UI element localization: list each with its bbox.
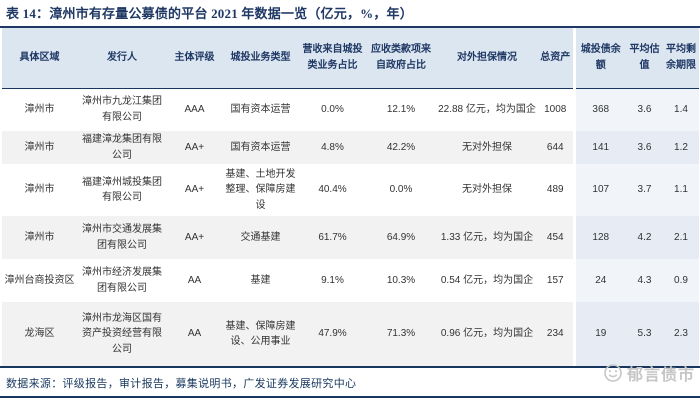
table-row: 龙海区 漳州市龙海区国有资产投资经营有限公司 AA 基建、保障房建设、公用事业 47.9… [2, 302, 699, 366]
table-cell: 1.1 [663, 164, 699, 216]
table-cell: 1.4 [663, 88, 699, 131]
table-cell: 644 [546, 141, 564, 153]
table-cell: AA [187, 328, 202, 340]
table-cell: 12.1% [386, 104, 416, 115]
table-header-row: 具体区域 发行人 主体评级 城投业务类型 营收来自城投类业务占比 应收类款项来自政府占比对… [2, 28, 699, 89]
column-header: 发行人 [77, 28, 167, 89]
table-cell: 489 [546, 184, 564, 196]
table-cell: AA [187, 274, 202, 286]
table-cell: 漳州市 [24, 231, 55, 243]
table-cell: 国有资本运营 [230, 141, 291, 153]
table-cell: 107 [572, 164, 626, 216]
table-cell: 福建漳州城投集团有限公司 [82, 176, 162, 204]
table-row: 漳州市 漳州市九龙江集团有限公司 AAA 国有资本运营 0.0% 12.1% 22.88 亿… [2, 88, 699, 131]
table-row: 漳州市 漳州市交通发展集团有限公司 AA+ 交通基建 61.7% 64.9% 1.33 亿元… [2, 216, 699, 259]
table-cell: 47.9% [318, 328, 347, 340]
table-cell: 22.88 亿元，均为国企 [438, 104, 536, 115]
table-cell: 漳州市 [24, 104, 55, 115]
column-header: 城投债余额 [572, 28, 626, 89]
table-cell: 40.4% [318, 184, 347, 196]
table-cell: 龙海区 [24, 328, 55, 340]
table-cell: 漳州市 [24, 141, 55, 153]
smiley-face-icon [603, 363, 623, 383]
table-body: 漳州市 漳州市九龙江集团有限公司 AAA 国有资本运营 0.0% 12.1% 22.88 亿… [2, 88, 699, 366]
table-cell: AA+ [184, 231, 205, 243]
watermark-label: 郁言债市 [626, 367, 695, 384]
table-cell: 0.96 亿元，均为国企 [440, 328, 534, 340]
table-cell: 3.6 [626, 131, 663, 164]
table-cell: 368 [572, 88, 626, 131]
table-cell: 3.6 [626, 88, 663, 131]
table-cell: 2.1 [663, 216, 699, 259]
watermark: 郁言债市 [603, 361, 695, 385]
table-bottom-rule [0, 366, 700, 368]
table-cell: 0.54 亿元，均为国企 [440, 274, 534, 286]
table-cell: 42.2% [386, 141, 416, 153]
table-cell: AA+ [184, 141, 205, 153]
table-cell: 4.2 [626, 216, 663, 259]
table-cell: 交通基建 [240, 231, 281, 243]
column-header: 对外担保情况 [436, 28, 538, 89]
table-cell: 无对外担保 [462, 141, 512, 153]
table-cell: 157 [546, 274, 564, 286]
table-cell: 福建漳龙集团有限公司 [82, 134, 162, 161]
table-cell: 漳州台商投资区 [4, 274, 75, 286]
table-cell: 漳州市 [24, 184, 55, 196]
table-cell: 漳州市九龙江集团有限公司 [82, 96, 162, 123]
table-cell: 1.33 亿元，均为国企 [440, 231, 534, 243]
title-rule [0, 26, 700, 28]
table-cell: AA+ [184, 184, 205, 196]
table-cell: 漳州市经济发展集团有限公司 [82, 267, 162, 294]
table-cell: 5.3 [626, 302, 663, 366]
table-cell: 61.7% [318, 231, 347, 243]
table-row: 漳州台商投资区 漳州市经济发展集团有限公司 AA 基建 9.1% 10.3% 0.54 亿元… [2, 259, 699, 302]
table-cell: 漳州市龙海区国有资产投资经营有限公司 [82, 312, 162, 355]
table-cell: 基建、土地开发整理、保障房建设 [225, 168, 296, 211]
table-cell: 3.7 [626, 164, 663, 216]
table-cell: 64.9% [386, 231, 416, 243]
page-bottom-rule [0, 396, 700, 398]
table-cell: 2.3 [663, 302, 699, 366]
table-cell: 无对外担保 [462, 184, 512, 196]
table-cell: 漳州市交通发展集团有限公司 [82, 224, 162, 251]
platform-data-table: 具体区域 发行人 主体评级 城投业务类型 营收来自城投类业务占比 应收类款项来自政府占比对… [2, 28, 699, 366]
table-cell: 454 [546, 231, 564, 243]
table-cell: 基建 [250, 274, 271, 286]
table-cell: 141 [572, 131, 626, 164]
table-cell: 基建、保障房建设、公用事业 [225, 320, 296, 348]
table-cell: 9.1% [321, 274, 344, 286]
table-cell: 24 [572, 259, 626, 302]
table-cell: 4.3 [626, 259, 663, 302]
table-header: 具体区域 发行人 主体评级 城投业务类型 营收来自城投类业务占比 应收类款项来自政府占比对… [2, 28, 699, 89]
table-cell: 128 [572, 216, 626, 259]
table-cell: 10.3% [386, 274, 416, 286]
table-cell: 1.2 [663, 131, 699, 164]
column-header: 应收类款项来自政府占比 [366, 28, 436, 89]
table-cell: 1008 [544, 104, 567, 115]
table-cell: 0.0% [389, 184, 413, 196]
table-cell: 234 [546, 328, 564, 340]
table-row: 漳州市 福建漳州城投集团有限公司 AA+ 基建、土地开发整理、保障房建设 40.4% 0.… [2, 164, 699, 216]
column-header: 总资产 [538, 28, 574, 89]
table-cell: 19 [572, 302, 626, 366]
data-source-note: 数据来源：评级报告，审计报告，募集说明书，广发证券发展研究中心 [6, 378, 357, 390]
table-cell: 国有资本运营 [230, 104, 291, 115]
table-cell: AAA [184, 104, 205, 115]
table-title: 表 14：漳州市有存量公募债的平台 2021 年数据一览（亿元，%，年） [6, 6, 413, 21]
column-header: 城投业务类型 [222, 28, 299, 89]
column-header: 营收来自城投类业务占比 [299, 28, 366, 89]
column-header: 平均剩余期限 [663, 28, 699, 89]
column-header: 平均估值 [626, 28, 663, 89]
table-cell: 0.9 [663, 259, 699, 302]
table-cell: 0.0% [321, 104, 344, 115]
table-cell: 71.3% [386, 328, 416, 340]
table-cell: 4.8% [321, 141, 344, 153]
column-header: 具体区域 [2, 28, 77, 89]
table-row: 漳州市 福建漳龙集团有限公司 AA+ 国有资本运营 4.8% 42.2% 无对外担保 644 1… [2, 131, 699, 164]
column-header: 主体评级 [167, 28, 222, 89]
